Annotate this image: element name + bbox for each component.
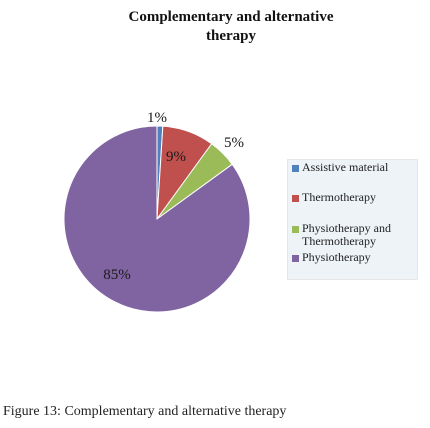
legend-label-physiotherapy-and-thermotherapy: Physiotherapy and Thermotherapy xyxy=(302,221,391,248)
pie-slice-physiotherapy xyxy=(63,125,251,313)
slice-label-physiotherapy-and-thermotherapy: 5% xyxy=(224,135,244,151)
figure-caption: Figure 13: Complementary and alternative… xyxy=(3,404,286,420)
legend-item-physiotherapy-and-thermotherapy: Physiotherapy and Thermotherapy xyxy=(292,222,414,248)
legend-label-assistive-material: Assistive material xyxy=(302,160,389,174)
legend: Assistive material Thermotherapy Physiot… xyxy=(287,159,418,280)
slice-label-assistive-material: 1% xyxy=(147,110,167,126)
slice-label-thermotherapy: 9% xyxy=(166,149,186,165)
legend-item-thermotherapy: Thermotherapy xyxy=(292,191,414,204)
chart-title: Complementary and alternative therapy xyxy=(128,9,334,44)
slice-label-physiotherapy: 85% xyxy=(103,267,131,283)
figure-caption-prefix: Figure 13: xyxy=(3,404,61,419)
legend-swatch-physiotherapy xyxy=(292,255,299,262)
legend-label-thermotherapy: Thermotherapy xyxy=(302,190,376,204)
legend-swatch-thermotherapy xyxy=(292,195,299,202)
legend-label-physiotherapy: Physiotherapy xyxy=(302,250,371,264)
pie-chart: 1% 9% 5% 85% xyxy=(63,110,251,313)
figure-caption-text: Complementary and alternative therapy xyxy=(60,404,287,419)
legend-item-assistive-material: Assistive material xyxy=(292,161,414,174)
legend-swatch-assistive-material xyxy=(292,165,299,172)
legend-item-physiotherapy: Physiotherapy xyxy=(292,251,414,264)
legend-swatch-physiotherapy-and-thermotherapy xyxy=(292,226,299,233)
